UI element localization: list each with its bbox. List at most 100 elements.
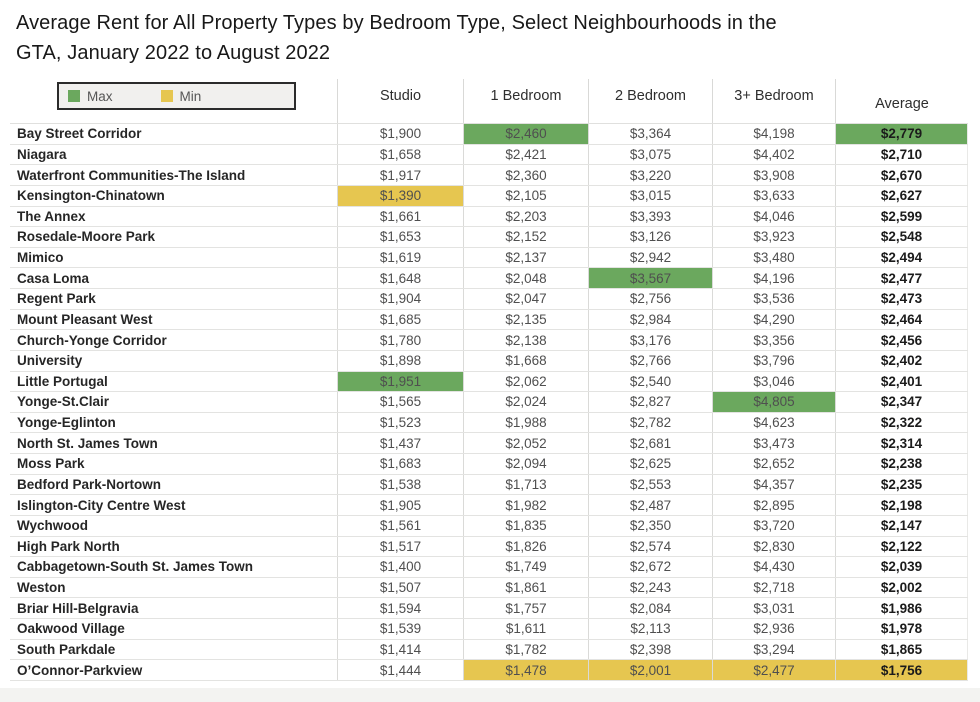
table-cell[interactable]: $3,536 — [712, 289, 835, 309]
table-cell[interactable]: $1,713 — [463, 474, 588, 495]
table-cell[interactable]: $1,653 — [337, 227, 463, 247]
table-cell[interactable]: $1,780 — [337, 330, 463, 350]
table-cell[interactable]: $2,494 — [835, 247, 968, 268]
table-cell[interactable]: $4,196 — [712, 268, 835, 288]
table-cell[interactable]: $4,290 — [712, 309, 835, 330]
table-cell[interactable]: $2,138 — [463, 330, 588, 350]
table-cell[interactable]: $4,623 — [712, 412, 835, 433]
table-cell[interactable]: $2,599 — [835, 206, 968, 227]
row-label[interactable]: Bedford Park-Nortown — [17, 476, 162, 492]
row-label[interactable]: Bay Street Corridor — [17, 126, 142, 142]
table-cell[interactable]: $2,001 — [588, 660, 712, 680]
table-cell[interactable]: $1,523 — [337, 412, 463, 433]
table-cell[interactable]: $2,477 — [712, 660, 835, 680]
table-cell[interactable]: $2,766 — [588, 350, 712, 371]
table-cell[interactable]: $1,539 — [337, 619, 463, 639]
table-cell[interactable]: $4,357 — [712, 474, 835, 495]
row-label[interactable]: North St. James Town — [17, 435, 158, 451]
table-cell[interactable]: $1,561 — [337, 515, 463, 536]
row-label[interactable]: Yonge-St.Clair — [17, 394, 110, 410]
column-header-2-bedroom[interactable]: 2 Bedroom — [588, 79, 712, 123]
row-label[interactable]: Briar Hill-Belgravia — [17, 600, 139, 616]
table-cell[interactable]: $3,356 — [712, 330, 835, 350]
table-cell[interactable]: $1,648 — [337, 268, 463, 288]
table-cell[interactable]: $2,487 — [588, 495, 712, 515]
row-label[interactable]: South Parkdale — [17, 641, 116, 657]
column-header-average[interactable]: Average — [835, 79, 968, 123]
table-cell[interactable]: $1,619 — [337, 247, 463, 268]
table-cell[interactable]: $2,540 — [588, 371, 712, 392]
row-label[interactable]: Mount Pleasant West — [17, 311, 153, 327]
table-cell[interactable]: $2,942 — [588, 247, 712, 268]
table-cell[interactable]: $2,137 — [463, 247, 588, 268]
table-cell[interactable]: $2,401 — [835, 371, 968, 392]
table-cell[interactable]: $2,553 — [588, 474, 712, 495]
table-cell[interactable]: $3,126 — [588, 227, 712, 247]
table-cell[interactable]: $2,198 — [835, 495, 968, 515]
table-cell[interactable]: $1,917 — [337, 165, 463, 185]
table-cell[interactable]: $2,718 — [712, 577, 835, 598]
table-cell[interactable]: $3,075 — [588, 144, 712, 165]
row-label[interactable]: Little Portugal — [17, 373, 108, 389]
table-cell[interactable]: $1,594 — [337, 598, 463, 618]
table-cell[interactable]: $1,905 — [337, 495, 463, 515]
table-cell[interactable]: $2,402 — [835, 350, 968, 371]
row-label[interactable]: Niagara — [17, 146, 67, 162]
table-cell[interactable]: $2,152 — [463, 227, 588, 247]
table-cell[interactable]: $1,668 — [463, 350, 588, 371]
table-cell[interactable]: $2,830 — [712, 536, 835, 557]
table-cell[interactable]: $2,984 — [588, 309, 712, 330]
row-label[interactable]: Casa Loma — [17, 270, 90, 286]
table-cell[interactable]: $1,826 — [463, 536, 588, 557]
table-cell[interactable]: $2,670 — [835, 165, 968, 185]
table-cell[interactable]: $2,135 — [463, 309, 588, 330]
table-cell[interactable]: $1,900 — [337, 124, 463, 144]
row-label[interactable]: Kensington-Chinatown — [17, 188, 165, 204]
table-cell[interactable]: $2,464 — [835, 309, 968, 330]
table-cell[interactable]: $2,779 — [835, 124, 968, 144]
table-cell[interactable]: $1,986 — [835, 598, 968, 618]
table-cell[interactable]: $4,046 — [712, 206, 835, 227]
table-cell[interactable]: $1,865 — [835, 639, 968, 660]
table-cell[interactable]: $1,400 — [337, 557, 463, 577]
table-cell[interactable]: $3,480 — [712, 247, 835, 268]
table-cell[interactable]: $3,473 — [712, 433, 835, 453]
column-header-studio[interactable]: Studio — [337, 79, 463, 123]
table-cell[interactable]: $3,720 — [712, 515, 835, 536]
table-cell[interactable]: $3,046 — [712, 371, 835, 392]
table-cell[interactable]: $2,062 — [463, 371, 588, 392]
column-header-3plus-bedroom[interactable]: 3+ Bedroom — [712, 79, 835, 123]
table-cell[interactable]: $1,658 — [337, 144, 463, 165]
table-cell[interactable]: $1,507 — [337, 577, 463, 598]
table-cell[interactable]: $2,477 — [835, 268, 968, 288]
table-cell[interactable]: $3,633 — [712, 185, 835, 206]
table-cell[interactable]: $2,105 — [463, 185, 588, 206]
table-cell[interactable]: $4,402 — [712, 144, 835, 165]
table-cell[interactable]: $4,430 — [712, 557, 835, 577]
table-cell[interactable]: $2,936 — [712, 619, 835, 639]
table-cell[interactable]: $2,350 — [588, 515, 712, 536]
table-cell[interactable]: $2,243 — [588, 577, 712, 598]
table-cell[interactable]: $2,238 — [835, 454, 968, 474]
row-label[interactable]: Church-Yonge Corridor — [17, 332, 167, 348]
table-cell[interactable]: $2,652 — [712, 454, 835, 474]
table-cell[interactable]: $2,147 — [835, 515, 968, 536]
table-cell[interactable]: $2,048 — [463, 268, 588, 288]
table-cell[interactable]: $3,220 — [588, 165, 712, 185]
legend-item-min[interactable]: Min — [160, 89, 201, 104]
table-cell[interactable]: $1,611 — [463, 619, 588, 639]
table-cell[interactable]: $1,478 — [463, 660, 588, 680]
table-cell[interactable]: $1,898 — [337, 350, 463, 371]
table-cell[interactable]: $2,314 — [835, 433, 968, 453]
row-label[interactable]: Moss Park — [17, 456, 85, 472]
table-cell[interactable]: $1,978 — [835, 619, 968, 639]
table-cell[interactable]: $2,681 — [588, 433, 712, 453]
table-cell[interactable]: $3,393 — [588, 206, 712, 227]
row-label[interactable]: Weston — [17, 580, 66, 596]
table-cell[interactable]: $2,360 — [463, 165, 588, 185]
table-cell[interactable]: $1,749 — [463, 557, 588, 577]
table-cell[interactable]: $4,198 — [712, 124, 835, 144]
table-cell[interactable]: $2,895 — [712, 495, 835, 515]
table-cell[interactable]: $1,390 — [337, 185, 463, 206]
table-cell[interactable]: $1,444 — [337, 660, 463, 680]
